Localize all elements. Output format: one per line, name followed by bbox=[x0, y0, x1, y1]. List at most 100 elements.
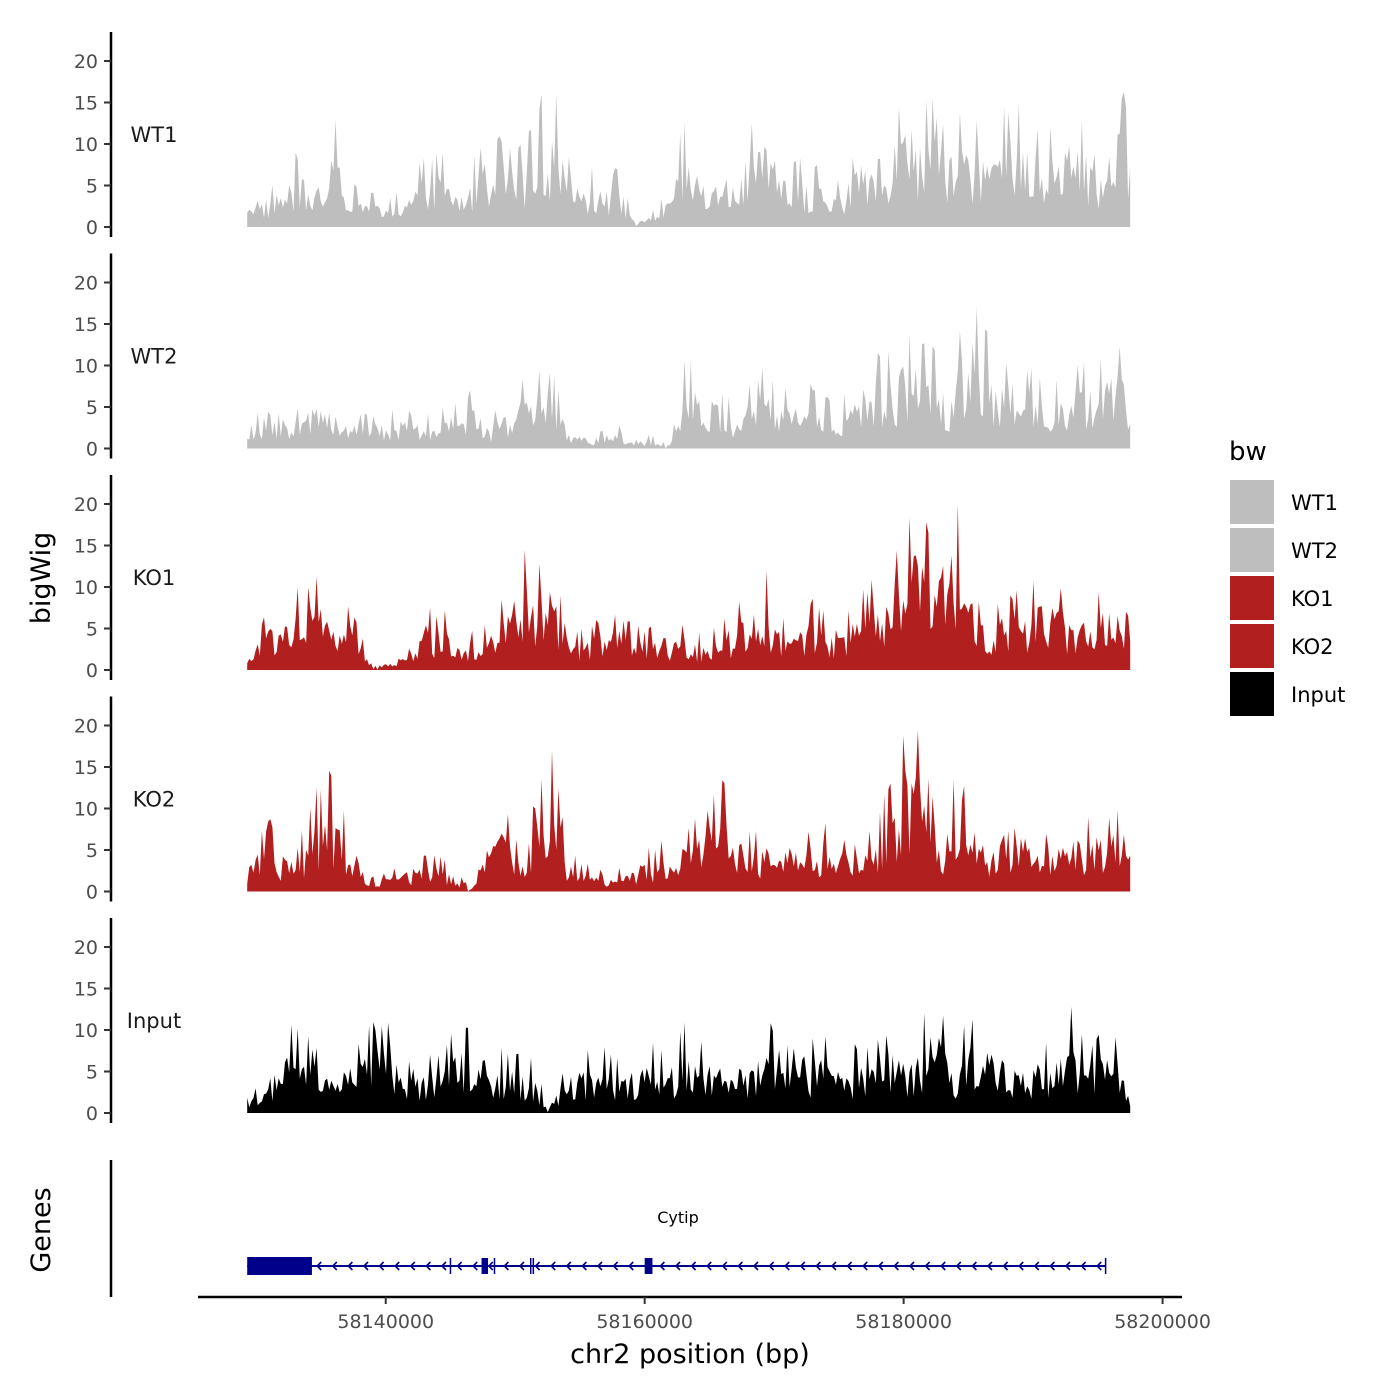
genes-track-title: Genes bbox=[26, 1187, 57, 1272]
strand-arrow bbox=[581, 1261, 587, 1271]
y-tick-label: 20 bbox=[74, 716, 98, 738]
track-panel-wt1: 0 5 10 15 20 WT1 bbox=[74, 32, 1131, 239]
strand-arrow bbox=[1096, 1261, 1102, 1271]
strand-arrow bbox=[534, 1261, 541, 1271]
track-label-input: Input bbox=[127, 1009, 181, 1033]
y-tick-label: 0 bbox=[86, 660, 98, 682]
legend-label-input: Input bbox=[1291, 683, 1345, 707]
legend-label-wt1: WT1 bbox=[1291, 491, 1338, 515]
strand-arrow bbox=[1002, 1261, 1009, 1271]
strand-arrow bbox=[503, 1261, 509, 1271]
y-tick-label: 5 bbox=[86, 840, 98, 862]
strand-arrow bbox=[409, 1261, 416, 1271]
x-tick-label: 58180000 bbox=[855, 1311, 952, 1333]
legend-swatch-input bbox=[1230, 672, 1274, 716]
track-panel-ko1: 0 5 10 15 20 KO1 bbox=[74, 475, 1131, 682]
track-label-ko2: KO2 bbox=[133, 788, 176, 812]
legend: bw WT1 WT2 KO1 KO2 Input bbox=[1229, 437, 1345, 716]
strand-arrow bbox=[908, 1261, 915, 1271]
legend-label-ko1: KO1 bbox=[1291, 587, 1334, 611]
strand-arrow bbox=[986, 1261, 993, 1271]
strand-arrow bbox=[440, 1261, 447, 1271]
strand-arrow bbox=[768, 1261, 775, 1271]
track-label-ko1: KO1 bbox=[133, 566, 176, 590]
strand-arrow bbox=[1049, 1261, 1055, 1271]
track-label-wt1: WT1 bbox=[131, 123, 178, 147]
y-tick-label: 0 bbox=[86, 217, 98, 239]
strand-arrow bbox=[362, 1261, 369, 1271]
legend-swatch-wt1 bbox=[1230, 480, 1274, 524]
strand-arrow bbox=[706, 1261, 712, 1271]
y-tick-label: 15 bbox=[74, 757, 98, 779]
y-tick-label: 10 bbox=[74, 134, 98, 156]
strand-arrow bbox=[893, 1261, 899, 1271]
x-tick-label: 58200000 bbox=[1114, 1311, 1211, 1333]
x-ticks: 58140000 58160000 58180000 58200000 bbox=[337, 1297, 1211, 1333]
y-tick-label: 15 bbox=[74, 536, 98, 558]
y-tick-label: 15 bbox=[74, 93, 98, 115]
signal-area-ko2 bbox=[247, 730, 1131, 892]
y-tick-label: 0 bbox=[86, 882, 98, 904]
y-tick-label: 20 bbox=[74, 273, 98, 295]
y-tick-label: 5 bbox=[86, 176, 98, 198]
strand-arrow bbox=[612, 1261, 619, 1271]
strand-arrow bbox=[316, 1261, 322, 1271]
strand-arrow bbox=[940, 1261, 946, 1271]
track-panel-ko2: 0 5 10 15 20 KO2 bbox=[74, 696, 1131, 904]
strand-arrow bbox=[378, 1261, 385, 1271]
legend-items: WT1 WT2 KO1 KO2 Input bbox=[1230, 480, 1345, 716]
strand-arrow bbox=[674, 1261, 681, 1271]
strand-arrow bbox=[1033, 1261, 1040, 1271]
y-tick-label: 5 bbox=[86, 397, 98, 419]
track-panel-input: 0 5 10 15 20 Input bbox=[74, 918, 1131, 1125]
y-tick-label: 15 bbox=[74, 979, 98, 1001]
strand-arrow bbox=[971, 1261, 977, 1271]
y-axis-title: bigWig bbox=[26, 532, 57, 625]
gene-exon bbox=[644, 1258, 653, 1274]
strand-arrow bbox=[1080, 1261, 1087, 1271]
y-tick-label: 0 bbox=[86, 439, 98, 461]
strand-arrow bbox=[518, 1261, 525, 1271]
track-panels: 0 5 10 15 20 WT1 0 5 10 15 20 WT2 0 5 10 15 20 KO1 0 5 10 15 2… bbox=[74, 32, 1131, 1125]
strand-arrow bbox=[690, 1261, 697, 1271]
strand-arrow bbox=[331, 1261, 338, 1271]
signal-area-ko1 bbox=[247, 504, 1131, 670]
y-tick-label: 10 bbox=[74, 799, 98, 821]
legend-label-ko2: KO2 bbox=[1291, 635, 1334, 659]
legend-title: bw bbox=[1229, 437, 1267, 467]
strand-arrow bbox=[784, 1261, 790, 1271]
strand-arrow bbox=[628, 1261, 634, 1271]
strand-arrow bbox=[815, 1261, 821, 1271]
strand-arrow bbox=[955, 1261, 962, 1271]
gene-exon bbox=[481, 1258, 489, 1274]
x-tick-label: 58140000 bbox=[337, 1311, 434, 1333]
strand-arrow bbox=[659, 1261, 665, 1271]
x-tick-label: 58160000 bbox=[596, 1311, 693, 1333]
strand-arrow bbox=[487, 1261, 494, 1271]
strand-arrow bbox=[456, 1261, 463, 1271]
legend-label-wt2: WT2 bbox=[1291, 539, 1338, 563]
y-tick-label: 10 bbox=[74, 577, 98, 599]
strand-arrow bbox=[877, 1261, 884, 1271]
track-panel-wt2: 0 5 10 15 20 WT2 bbox=[74, 253, 1131, 461]
y-tick-label: 0 bbox=[86, 1103, 98, 1125]
strand-arrow bbox=[347, 1261, 353, 1271]
strand-arrow bbox=[799, 1261, 806, 1271]
y-tick-label: 20 bbox=[74, 937, 98, 959]
strand-arrow bbox=[1018, 1261, 1024, 1271]
strand-arrow bbox=[830, 1261, 837, 1271]
signal-area-input bbox=[247, 1006, 1131, 1113]
track-label-wt2: WT2 bbox=[131, 345, 178, 369]
legend-swatch-wt2 bbox=[1230, 528, 1274, 572]
strand-arrow bbox=[737, 1261, 743, 1271]
gene-label-cytip: Cytip bbox=[657, 1208, 699, 1227]
y-tick-label: 10 bbox=[74, 356, 98, 378]
y-tick-label: 20 bbox=[74, 494, 98, 516]
y-tick-label: 15 bbox=[74, 314, 98, 336]
x-axis: 58140000 58160000 58180000 58200000 chr2 po… bbox=[198, 1295, 1211, 1370]
strand-arrow bbox=[862, 1261, 868, 1271]
strand-arrow bbox=[721, 1261, 728, 1271]
gene-model bbox=[247, 1257, 1107, 1275]
y-tick-label: 5 bbox=[86, 619, 98, 641]
